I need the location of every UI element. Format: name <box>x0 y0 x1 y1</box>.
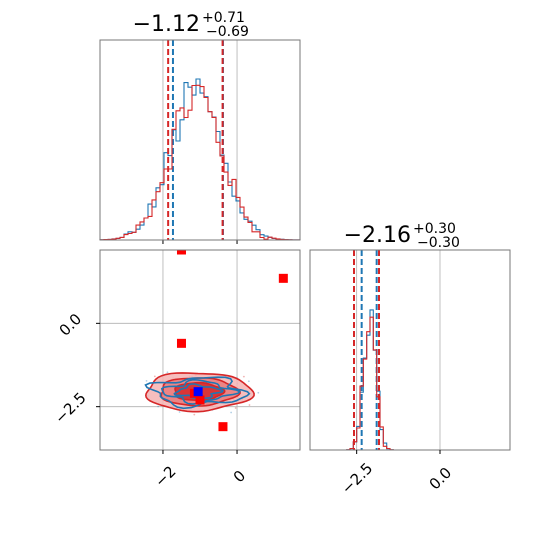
histogram-panel-param-1 <box>99 39 301 244</box>
title-param-2-sub: −0.30 <box>417 235 460 251</box>
title-param-1-sup: +0.71 <box>202 10 245 26</box>
panel2d-sample-point-98 <box>242 375 245 378</box>
title-param-2-sup: +0.30 <box>413 221 456 237</box>
panel2d-ytick-label-1: −2.5 <box>51 389 89 427</box>
panel2d-sample-point-63 <box>247 380 250 383</box>
panel2d-red-marker-1 <box>278 273 288 283</box>
hist2-xtick-label-1: 0.0 <box>426 464 456 494</box>
title-param-1-main: −1.12 <box>133 12 200 37</box>
title-param-1: −1.12 +0.71 −0.69 <box>133 10 249 40</box>
panel2d-red-marker-5 <box>218 422 228 432</box>
hist1-series_b-steps <box>99 84 301 241</box>
panel2d-sample-point-88 <box>248 404 251 406</box>
panel2d-blue-contour-2 <box>173 383 224 400</box>
scatter-panel-2d <box>99 249 301 451</box>
panel2d-sample-point-78 <box>193 413 196 416</box>
panel2d-frame <box>99 249 301 451</box>
panel2d-sample-point-77 <box>178 411 181 413</box>
panel2d-red-marker-0 <box>176 250 186 255</box>
panel2d-ytick-label-0: 0.0 <box>56 310 86 340</box>
title-param-2: −2.16 +0.30 −0.30 <box>344 221 460 251</box>
panel2d-sample-point-139 <box>230 411 233 414</box>
panel2d-xtick-label-1: 0 <box>230 467 249 486</box>
hist2-xtick-label-0: −2.5 <box>338 459 376 497</box>
tick-labels: −2 0 0.0 −2.5 −2.5 0.0 <box>51 310 455 498</box>
panel2d-sample-point-45 <box>166 371 169 374</box>
hist2-frame <box>309 249 511 451</box>
panel2d-sample-point-21 <box>257 391 260 394</box>
hist1-frame <box>99 39 301 241</box>
histogram-panel-param-2 <box>309 249 511 451</box>
panel2d-blue-contour-0 <box>144 376 251 410</box>
title-param-1-sub: −0.69 <box>206 24 249 40</box>
panel2d-sample-point-11 <box>145 379 148 382</box>
title-param-2-main: −2.16 <box>344 223 411 248</box>
hist1-series_a-steps <box>99 78 301 241</box>
panel2d-xtick-label-0: −2 <box>151 462 179 490</box>
panel2d-sample-point-123 <box>157 405 160 408</box>
panel2d-sample-point-64 <box>234 407 237 409</box>
panel2d-red-marker-4 <box>195 395 205 405</box>
panel2d-blue-marker <box>193 387 203 397</box>
panel2d-sample-point-32 <box>153 375 156 378</box>
hist2-series_b-steps <box>310 316 510 451</box>
panel2d-red-marker-2 <box>176 338 186 348</box>
panel2d-blue-contour-1 <box>160 378 242 405</box>
hist2-series_a-steps <box>310 309 510 451</box>
